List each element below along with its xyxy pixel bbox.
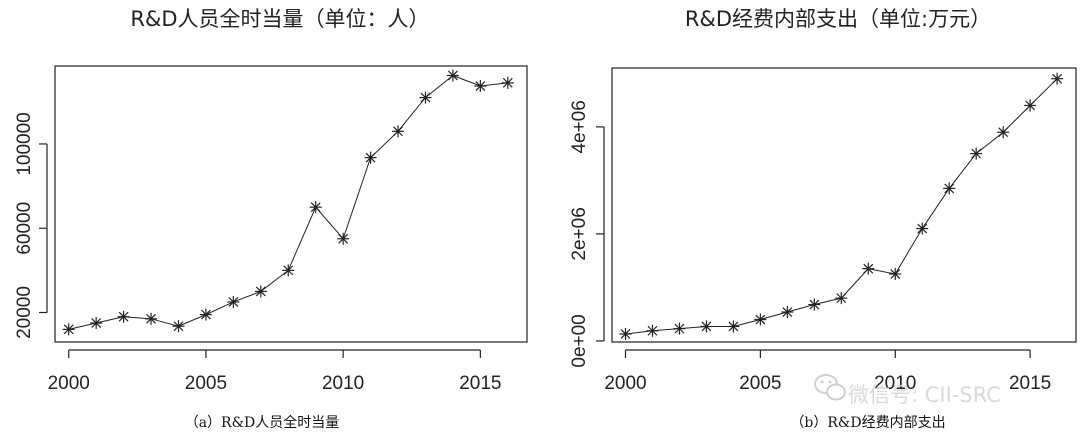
data-point xyxy=(364,151,377,164)
y-tick-label: 60000 xyxy=(14,202,35,255)
chart-b-series xyxy=(619,72,1064,340)
data-point xyxy=(392,125,405,138)
chart-a-plot-frame xyxy=(54,65,528,343)
x-tick-label: 2000 xyxy=(48,373,90,394)
y-tick-label: 100000 xyxy=(14,112,35,175)
data-point xyxy=(781,306,794,319)
y-tick-label: 2e+06 xyxy=(569,207,590,260)
chart-a-y-axis: 20000 60000 100000 xyxy=(14,112,48,339)
data-point xyxy=(501,76,514,89)
data-point xyxy=(474,80,487,93)
data-point xyxy=(337,232,350,245)
data-point xyxy=(227,295,240,308)
y-tick-label: 0e+00 xyxy=(569,314,590,367)
data-point xyxy=(254,285,267,298)
data-point xyxy=(117,310,130,323)
chart-a-x-axis: 2000 2005 2010 2015 xyxy=(48,349,501,394)
data-point xyxy=(808,298,821,311)
chart-b-title: R&D经费内部支出（单位:万元） xyxy=(685,7,991,31)
y-tick-label: 4e+06 xyxy=(569,100,590,153)
x-tick-label: 2005 xyxy=(739,373,781,394)
chart-b-x-axis: 2000 2005 2010 2015 xyxy=(604,349,1051,394)
data-point xyxy=(970,147,983,160)
chart-b: R&D经费内部支出（单位:万元） 2000 2005 2010 2015 0e+00 2… xyxy=(569,7,1077,431)
x-tick-label: 2010 xyxy=(874,373,916,394)
data-point xyxy=(673,322,686,335)
chart-b-y-axis: 0e+00 2e+06 4e+06 xyxy=(569,100,605,368)
series-line xyxy=(68,74,508,330)
data-point xyxy=(145,312,158,325)
x-tick-label: 2010 xyxy=(322,373,364,394)
data-point xyxy=(646,324,659,337)
data-point xyxy=(309,201,322,214)
data-point xyxy=(62,323,75,336)
data-point xyxy=(1051,72,1064,85)
data-point xyxy=(835,292,848,305)
x-tick-label: 2015 xyxy=(1009,373,1051,394)
data-point xyxy=(862,262,875,275)
data-point xyxy=(90,317,103,330)
data-point xyxy=(619,327,632,340)
chart-a: R&D人员全时当量（单位：人） 2000 2005 2010 2015 20000 60… xyxy=(14,7,528,431)
y-tick-label: 20000 xyxy=(14,286,35,339)
x-tick-label: 2005 xyxy=(185,373,227,394)
data-point xyxy=(997,126,1010,139)
data-point xyxy=(1024,99,1037,112)
data-point xyxy=(446,69,459,82)
data-point xyxy=(282,264,295,277)
watermark: 微信号: CII-SRC xyxy=(814,374,1001,407)
data-point xyxy=(419,91,432,104)
data-point xyxy=(700,320,713,333)
watermark-text: 微信号: CII-SRC xyxy=(848,383,1001,407)
data-point xyxy=(754,313,767,326)
chart-a-title: R&D人员全时当量（单位：人） xyxy=(130,7,429,31)
wechat-icon xyxy=(814,374,846,401)
chart-b-caption: （b）R&D经费内部支出 xyxy=(790,415,945,431)
data-point xyxy=(727,320,740,333)
x-tick-label: 2015 xyxy=(459,373,501,394)
chart-a-series xyxy=(62,69,514,336)
chart-b-plot-frame xyxy=(611,67,1077,343)
data-point xyxy=(172,320,185,333)
chart-a-caption: （a）R&D人员全时当量 xyxy=(185,414,340,431)
data-point xyxy=(943,182,956,195)
data-point xyxy=(889,268,902,281)
x-tick-label: 2000 xyxy=(604,373,646,394)
data-point xyxy=(199,308,212,321)
data-point xyxy=(916,222,929,235)
